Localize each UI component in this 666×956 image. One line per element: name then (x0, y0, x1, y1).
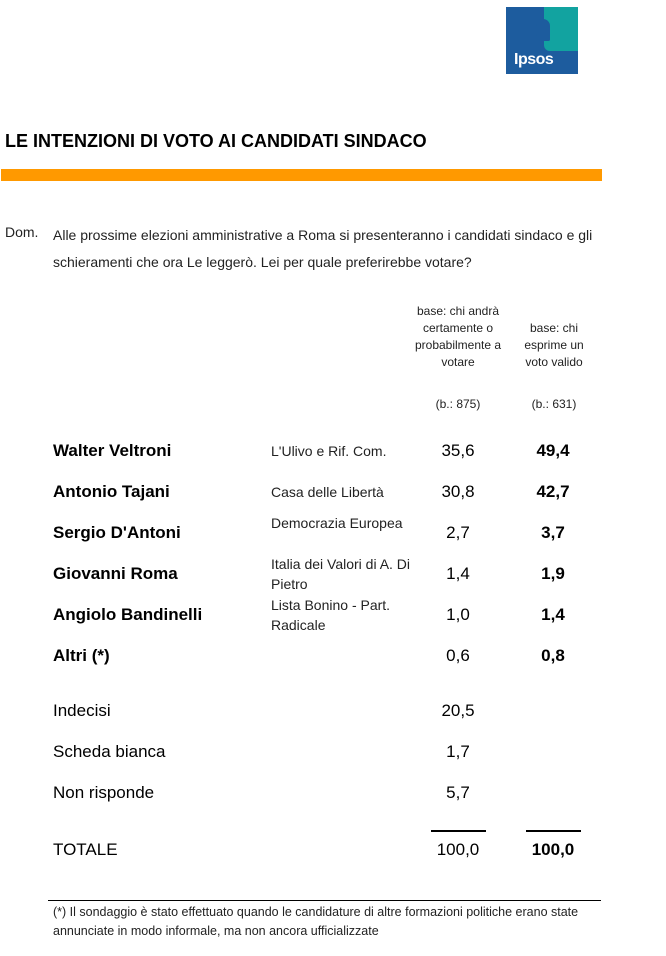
candidate-name: Sergio D'Antoni (53, 523, 181, 542)
candidate-value-col2: 0,8 (541, 646, 565, 665)
other-label: Non risponde (53, 783, 155, 802)
column1-base-size: (b.: 875) (435, 397, 481, 411)
footnote: (*) Il sondaggio è stato effettuato quan… (53, 905, 579, 938)
page-title: LE INTENZIONI DI VOTO AI CANDIDATI SINDA… (5, 131, 427, 151)
column1-header: base: chi andrà certamente o probabilmen… (414, 304, 502, 369)
ipsos-logo: Ipsos (506, 7, 578, 74)
candidate-value-col1: 1,4 (446, 564, 470, 583)
candidate-value-col1: 2,7 (446, 523, 470, 542)
column2-header: base: chi esprime un voto valido (524, 321, 584, 369)
candidate-party: Italia dei Valori di A. Di Pietro (271, 556, 411, 592)
total-value-col2: 100,0 (531, 840, 575, 859)
candidate-value-col2: 1,4 (541, 605, 565, 624)
logo-brand-text: Ipsos (514, 51, 554, 68)
question-text: Alle prossime elezioni amministrative a … (53, 227, 593, 270)
other-value-col1: 20,5 (441, 701, 475, 720)
title-divider-bar (1, 169, 602, 181)
candidate-value-col2: 42,7 (536, 482, 570, 501)
other-label: Scheda bianca (53, 742, 166, 761)
candidate-party: Casa delle Libertà (271, 484, 384, 500)
total-rule-col2 (526, 830, 581, 832)
total-rule-col1 (431, 830, 486, 832)
candidate-value-col2: 1,9 (541, 564, 565, 583)
column2-base-size: (b.: 631) (531, 397, 577, 411)
candidate-name: Giovanni Roma (53, 564, 178, 583)
footnote-divider (48, 900, 601, 901)
question-label: Dom. (5, 224, 39, 240)
logo-mark-icon (536, 19, 550, 41)
candidate-party: Democrazia Europea (271, 515, 403, 531)
other-value-col1: 1,7 (446, 742, 470, 761)
candidate-name: Walter Veltroni (53, 441, 172, 460)
candidate-value-col1: 0,6 (446, 646, 470, 665)
candidate-party: Lista Bonino - Part. Radicale (271, 597, 391, 633)
candidate-party: L'Ulivo e Rif. Com. (271, 443, 387, 459)
other-label: Indecisi (53, 701, 111, 720)
candidate-value-col2: 49,4 (536, 441, 570, 460)
candidate-name: Altri (*) (53, 646, 110, 665)
candidate-value-col1: 30,8 (441, 482, 475, 501)
candidate-value-col1: 35,6 (441, 441, 475, 460)
candidate-name: Angiolo Bandinelli (53, 605, 203, 624)
candidate-value-col1: 1,0 (446, 605, 470, 624)
total-label: TOTALE (53, 840, 118, 859)
candidate-value-col2: 3,7 (541, 523, 565, 542)
other-value-col1: 5,7 (446, 783, 470, 802)
total-value-col1: 100,0 (436, 840, 480, 859)
candidate-name: Antonio Tajani (53, 482, 170, 501)
